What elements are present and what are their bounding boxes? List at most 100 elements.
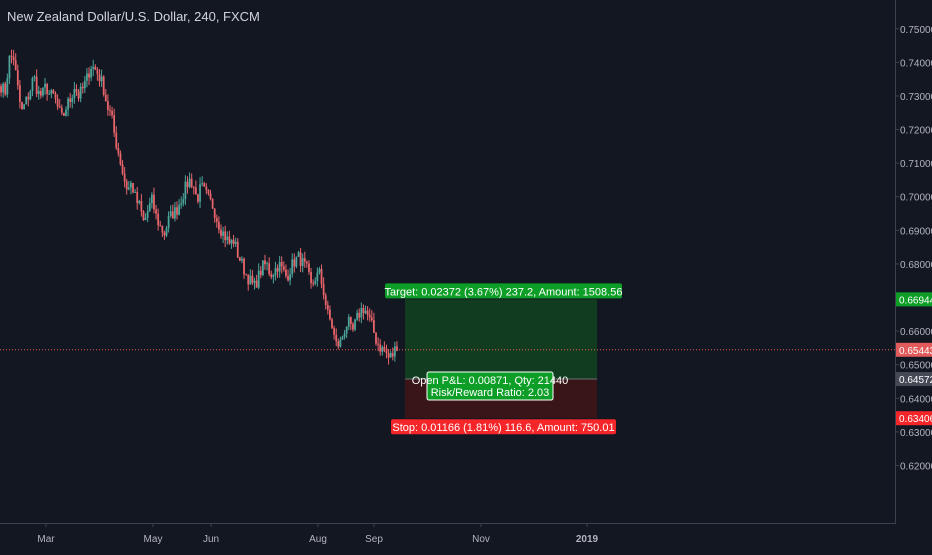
candle (264, 254, 266, 270)
candle (280, 256, 283, 274)
rr-label-text: Risk/Reward Ratio: 2.03 (431, 387, 550, 399)
candle (326, 300, 329, 315)
candle (134, 189, 137, 194)
candle (308, 260, 310, 275)
stop-price-tag: 0.63406 (896, 411, 932, 426)
candle (197, 193, 199, 204)
candle (94, 64, 97, 71)
candle (27, 92, 30, 107)
candle (167, 211, 170, 233)
candle (98, 68, 101, 87)
candle (291, 253, 294, 278)
candle (184, 175, 187, 206)
x-tick-label: Aug (309, 534, 327, 545)
candle (92, 59, 95, 77)
candle (293, 253, 296, 273)
target-zone[interactable] (405, 299, 597, 380)
candle (119, 150, 122, 166)
candle (354, 318, 356, 332)
candle (130, 180, 132, 195)
candle (31, 76, 34, 97)
candle (316, 267, 319, 287)
candle (25, 96, 28, 105)
candle (337, 338, 340, 350)
candle (90, 65, 93, 82)
candle (123, 167, 126, 188)
candle (157, 208, 160, 231)
candle (127, 181, 130, 191)
candle (2, 82, 5, 98)
candle (39, 87, 42, 99)
candle (213, 208, 216, 223)
candle (81, 82, 84, 94)
candle (385, 344, 388, 359)
candle (314, 277, 317, 286)
candle (393, 341, 396, 362)
candle (142, 210, 145, 221)
candle (255, 274, 258, 288)
stop-label-text: Stop: 0.01166 (1.81%) 116.6, Amount: 750… (392, 422, 614, 434)
candle (389, 350, 392, 358)
candle (161, 225, 164, 237)
candle (228, 230, 231, 245)
candle (115, 126, 118, 150)
candle (253, 277, 256, 290)
candle (33, 74, 36, 82)
candle (73, 81, 76, 104)
candle (251, 269, 254, 286)
candle (121, 160, 124, 176)
candle (341, 335, 344, 340)
candle (140, 194, 143, 217)
candle (360, 302, 363, 324)
candle (14, 53, 17, 71)
x-tick-label: Mar (37, 534, 55, 545)
candle (222, 226, 224, 244)
candle (387, 349, 390, 365)
candle (276, 264, 279, 279)
candle (58, 99, 61, 109)
candle (188, 172, 191, 189)
target-price-tag-text: 0.66944 (899, 295, 932, 306)
target-label-badge[interactable]: Target: 0.02372 (3.67%) 237.2, Amount: 1… (385, 283, 623, 299)
candle (364, 305, 367, 315)
candle (368, 308, 371, 322)
candle (299, 248, 302, 273)
candle (201, 176, 204, 187)
candle (333, 325, 336, 340)
candle (10, 49, 13, 64)
candle (46, 82, 49, 101)
candle (88, 67, 90, 85)
entry-price-tag: 0.64572 (896, 372, 932, 387)
candle (52, 88, 55, 94)
candle (60, 104, 63, 116)
candle (261, 260, 264, 277)
candle (71, 94, 74, 109)
candle (44, 78, 46, 95)
candle (370, 310, 373, 323)
candle (77, 89, 80, 102)
candle (352, 321, 354, 332)
stop-label-badge[interactable]: Stop: 0.01166 (1.81%) 116.6, Amount: 750… (391, 419, 616, 435)
candle (100, 69, 103, 87)
candle (21, 101, 23, 110)
pnl-label-badge[interactable]: Open P&L: 0.00871, Qty: 21440Risk/Reward… (412, 371, 569, 401)
candle (199, 177, 201, 209)
candle (220, 224, 222, 239)
candle (165, 225, 168, 238)
candle (362, 304, 365, 320)
x-tick-label: May (144, 534, 163, 545)
candle (339, 336, 342, 348)
candle (270, 270, 273, 280)
candle (230, 239, 233, 249)
candle (109, 105, 111, 116)
pnl-label-text: Open P&L: 0.00871, Qty: 21440 (412, 375, 569, 387)
candle (171, 204, 174, 219)
candle (324, 292, 327, 310)
